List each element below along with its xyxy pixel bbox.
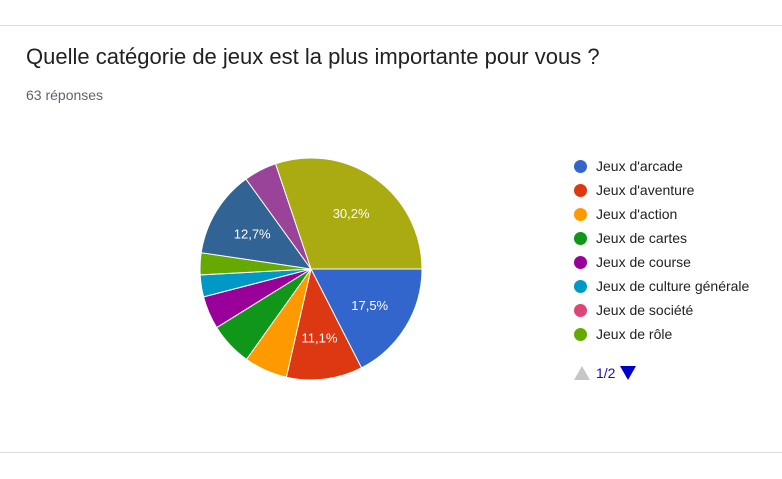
- pie-data-label-1: 11,1%: [302, 330, 338, 345]
- legend-pager: 1/2: [574, 365, 637, 381]
- pie-data-label-0: 17,5%: [351, 298, 388, 313]
- pie-data-label-10: 30,2%: [333, 206, 370, 221]
- legend-label: Jeux d'action: [596, 206, 678, 222]
- legend-label: Jeux de course: [596, 254, 691, 270]
- legend-swatch-icon: [574, 231, 587, 245]
- legend-item-1: Jeux d'aventure: [574, 178, 749, 202]
- legend-item-6: Jeux de société: [574, 298, 749, 322]
- pie-slice-0: [310, 268, 423, 369]
- next-page-arrow-icon[interactable]: [620, 366, 637, 380]
- legend-label: Jeux d'arcade: [596, 158, 683, 174]
- legend-swatch-icon: [574, 207, 587, 221]
- legend-swatch-icon: [574, 255, 587, 269]
- legend-swatch-icon: [574, 183, 587, 197]
- response-count: 63 réponses: [26, 87, 104, 103]
- pie-slice-10: [274, 157, 423, 270]
- legend-item-3: Jeux de cartes: [574, 226, 749, 250]
- legend-swatch-icon: [574, 303, 587, 317]
- legend-item-2: Jeux d'action: [574, 202, 749, 226]
- legend-swatch-icon: [574, 159, 587, 173]
- chart-legend: Jeux d'arcade Jeux d'aventure Jeux d'actio…: [574, 154, 749, 346]
- pie-data-label-8: 12,7%: [234, 226, 271, 241]
- pie-slice-8: [200, 178, 313, 270]
- legend-item-7: Jeux de rôle: [574, 322, 749, 346]
- bottom-divider: [0, 452, 782, 453]
- chart-title: Quelle catégorie de jeux est la plus imp…: [26, 44, 600, 69]
- previous-page-arrow-icon: [574, 366, 590, 380]
- top-divider: [0, 25, 782, 26]
- legend-label: Jeux de rôle: [596, 326, 673, 342]
- legend-label: Jeux de cartes: [596, 230, 688, 246]
- legend-swatch-icon: [574, 279, 587, 293]
- legend-item-0: Jeux d'arcade: [574, 154, 749, 178]
- legend-page-indicator: 1/2: [596, 365, 616, 381]
- legend-label: Jeux de culture générale: [596, 278, 750, 294]
- legend-item-4: Jeux de course: [574, 250, 749, 274]
- legend-item-5: Jeux de culture générale: [574, 274, 749, 298]
- legend-label: Jeux de société: [596, 302, 694, 318]
- legend-label: Jeux d'aventure: [596, 182, 695, 198]
- legend-swatch-icon: [574, 327, 587, 341]
